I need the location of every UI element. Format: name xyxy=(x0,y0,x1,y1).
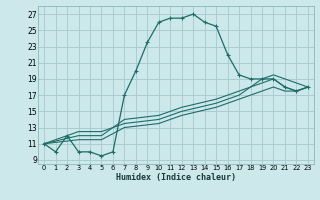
X-axis label: Humidex (Indice chaleur): Humidex (Indice chaleur) xyxy=(116,173,236,182)
